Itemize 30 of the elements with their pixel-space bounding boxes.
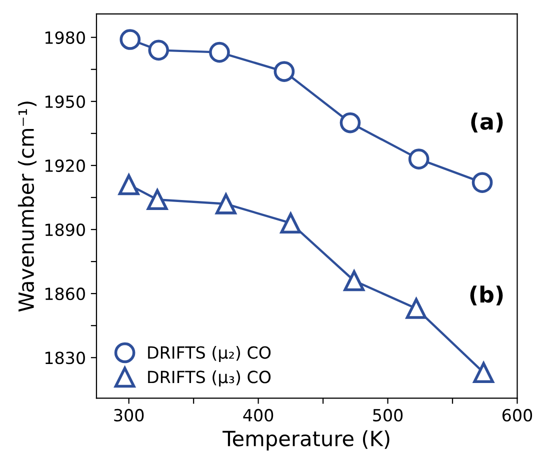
legend-label: DRIFTS (μ₃) CO	[148, 370, 271, 387]
point	[472, 172, 493, 193]
y-tick-label: 1980	[45, 31, 85, 44]
x-tick-label: 500	[373, 408, 403, 422]
point	[118, 174, 140, 196]
y-tick-label: 1920	[45, 159, 85, 172]
point	[340, 112, 361, 134]
point	[274, 61, 295, 82]
x-tick-label: 600	[502, 408, 532, 422]
legend-label: DRIFTS (μ₂) CO	[148, 346, 271, 362]
annotation: (b)	[470, 286, 503, 306]
y-axis-title: Wavenumber (cm⁻¹)	[18, 102, 37, 312]
point	[146, 189, 168, 210]
x-axis-title: Temperature (K)	[222, 430, 390, 450]
point	[344, 270, 365, 292]
y-tick-label: 1890	[45, 223, 85, 236]
point	[209, 42, 230, 63]
annotation: (a)	[471, 112, 503, 132]
y-tick-label: 1950	[45, 95, 85, 108]
y-tick-label: 1860	[45, 288, 85, 300]
point	[408, 148, 430, 170]
point	[406, 298, 427, 319]
point	[216, 193, 236, 214]
x-tick-label: 300	[114, 408, 144, 422]
point	[280, 212, 302, 234]
x-tick-label: 400	[243, 408, 274, 422]
y-tick-label: 1830	[45, 352, 85, 364]
point	[120, 29, 141, 50]
point	[148, 40, 170, 61]
point	[473, 362, 494, 383]
